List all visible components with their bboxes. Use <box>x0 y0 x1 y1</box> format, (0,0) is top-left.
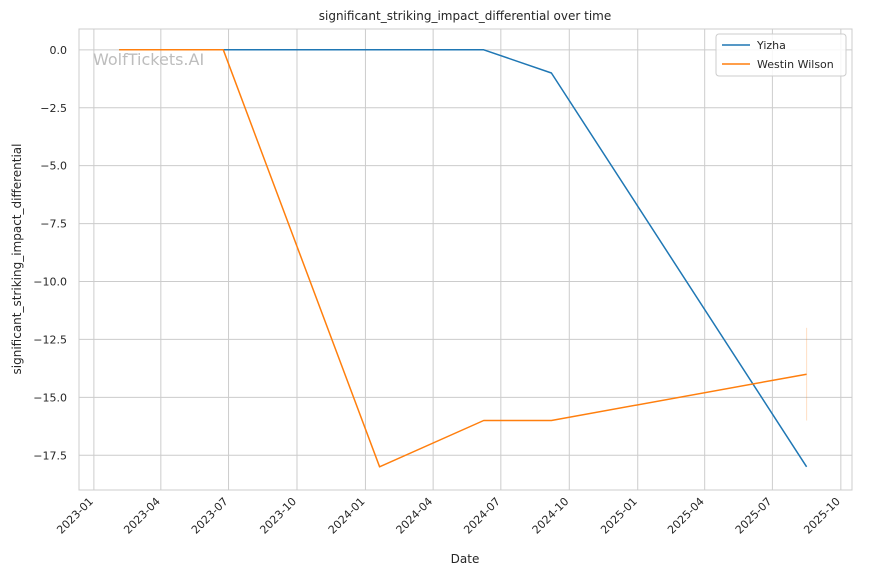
y-axis-title: significant_striking_impact_differential <box>10 144 24 375</box>
watermark: WolfTickets.AI <box>93 50 204 69</box>
x-tick-label: 2023-07 <box>189 495 231 537</box>
x-tick-label: 2025-07 <box>733 495 775 537</box>
x-tick-label: 2023-10 <box>257 495 299 537</box>
x-tick-label: 2024-01 <box>326 495 368 537</box>
x-tick-label: 2024-07 <box>461 495 503 537</box>
y-tick-label: −15.0 <box>33 391 67 404</box>
tick-layer: 0.0 −2.5 −5.0 −7.5 −10.0 −12.5 −15.0 −17.5 2023-… <box>33 44 843 537</box>
x-tick-label: 2023-04 <box>121 495 163 537</box>
series-layer <box>119 49 808 468</box>
legend-label-westin-wilson: Westin Wilson <box>757 58 834 71</box>
x-axis-title: Date <box>451 552 480 566</box>
legend: Yizha Westin Wilson <box>715 33 847 77</box>
y-tick-label: −12.5 <box>33 333 67 346</box>
y-tick-label: −10.0 <box>33 276 67 289</box>
y-tick-label: −17.5 <box>33 449 67 462</box>
y-tick-label: −5.0 <box>40 160 67 173</box>
x-tick-label: 2025-10 <box>801 495 843 537</box>
x-tick-label: 2024-04 <box>394 495 436 537</box>
x-tick-label: 2023-01 <box>54 495 96 537</box>
legend-label-yizha: Yizha <box>756 39 786 52</box>
plot-area <box>78 28 853 491</box>
y-tick-label: 0.0 <box>50 44 68 57</box>
x-tick-label: 2024-10 <box>530 495 572 537</box>
x-tick-label: 2025-01 <box>598 495 640 537</box>
series-line-westin-wilson <box>119 49 807 468</box>
series-line-yizha <box>119 49 808 468</box>
y-tick-label: −7.5 <box>40 218 67 231</box>
x-tick-label: 2025-04 <box>665 495 707 537</box>
grid-layer <box>79 29 852 490</box>
y-tick-label: −2.5 <box>40 102 67 115</box>
chart-title: significant_striking_impact_differential… <box>319 9 611 23</box>
